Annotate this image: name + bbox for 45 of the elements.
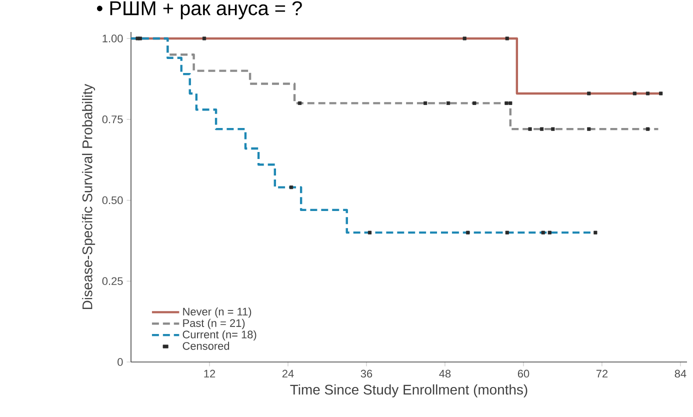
x-tick-label: 72	[596, 370, 608, 378]
point	[472, 101, 476, 105]
point	[505, 36, 509, 40]
point	[587, 92, 591, 96]
x-tick-label: 12	[204, 370, 216, 378]
point	[368, 230, 372, 234]
point	[646, 92, 650, 96]
point	[505, 230, 509, 234]
point	[298, 101, 302, 105]
y-tick-label: 0.50	[102, 196, 123, 204]
point	[659, 92, 663, 96]
chart-title: • РШМ + рак ануса = ?	[96, 1, 302, 20]
x-tick-label: 84	[674, 370, 686, 378]
point	[548, 230, 552, 234]
point	[466, 230, 470, 234]
point	[504, 101, 508, 105]
point	[446, 101, 450, 105]
legend-label: Past (n = 21)	[183, 318, 245, 330]
point	[424, 101, 428, 105]
point	[541, 230, 545, 234]
x-tick-label: 24	[282, 370, 294, 378]
y-tick-label: 0.75	[102, 115, 123, 124]
x-tick-label: 48	[439, 370, 451, 378]
point	[632, 92, 636, 96]
point	[540, 127, 544, 131]
legend-label: Current (n= 18)	[182, 330, 256, 341]
point	[594, 230, 598, 234]
point	[289, 186, 294, 190]
y-tick-label: 1.00	[102, 34, 123, 42]
y-axis-title: Disease-Specific Survival Probability	[82, 84, 96, 310]
point	[528, 127, 532, 131]
point	[508, 101, 512, 105]
y-tick-label: 0.25	[102, 277, 123, 285]
x-tick-label: 36	[360, 370, 372, 378]
point	[202, 36, 206, 40]
x-axis-title: Time Since Study Enrollment (months)	[290, 384, 528, 398]
point	[551, 127, 555, 131]
x-tick-label: 60	[518, 370, 530, 378]
point	[646, 127, 650, 131]
point	[136, 36, 140, 40]
point	[462, 36, 466, 40]
legend-label: Censored	[182, 342, 230, 350]
y-tick-label: 0	[118, 358, 123, 366]
point	[587, 127, 591, 131]
legend-label: Never (n = 11)	[183, 307, 252, 318]
